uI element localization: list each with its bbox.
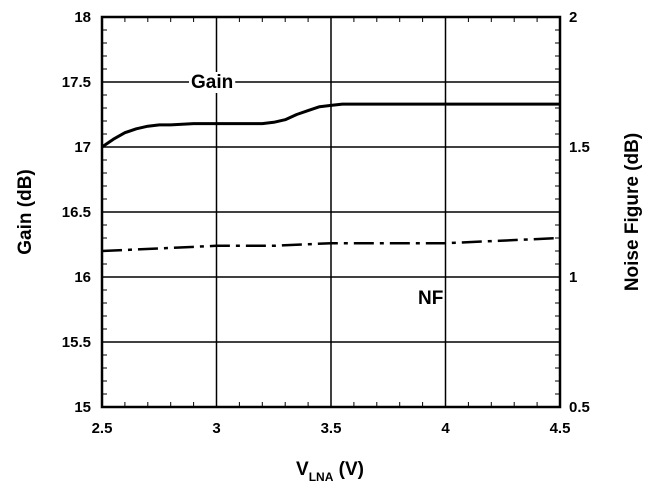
gain-label-background — [189, 72, 236, 93]
y-right-tick-label: 1.5 — [569, 139, 590, 156]
y-left-tick-label: 15 — [74, 399, 91, 416]
nf-series-label: NF — [418, 288, 443, 309]
x-tick-label: 4 — [441, 420, 450, 437]
nf-series-line — [101, 236, 561, 253]
y-right-tick-label: 1 — [569, 269, 577, 286]
y-right-tick-labels: 0.5 1 1.5 2 — [569, 9, 590, 416]
x-tick-labels: 2.5 3 3.5 4 4.5 — [92, 420, 571, 437]
x-axis-title-subscript: LNA — [309, 470, 334, 484]
x-tick-label: 3 — [212, 420, 220, 437]
x-axis-title: VLNA (V) — [296, 459, 364, 484]
tick-marks — [101, 16, 561, 408]
y-left-tick-labels: 15 15.5 16 16.5 17 17.5 18 — [62, 9, 91, 416]
y-right-tick-label: 2 — [569, 9, 577, 26]
x-tick-label: 3.5 — [321, 420, 342, 437]
grid-lines — [102, 17, 560, 407]
y-left-tick-label: 17.5 — [62, 74, 91, 91]
y-left-tick-label: 15.5 — [62, 334, 91, 351]
y-left-tick-label: 18 — [74, 9, 91, 26]
x-tick-label: 2.5 — [92, 420, 113, 437]
x-axis-title-main: V — [296, 459, 309, 480]
x-tick-label: 4.5 — [550, 420, 571, 437]
y-left-axis-title: Gain (dB) — [15, 169, 36, 255]
y-left-tick-label: 16.5 — [62, 204, 91, 221]
y-left-tick-label: 16 — [74, 269, 91, 286]
y-right-axis-title: Noise Figure (dB) — [622, 133, 643, 291]
series-lines — [101, 102, 561, 253]
gain-series-label: Gain — [191, 72, 233, 93]
x-axis-title-unit: (V) — [333, 459, 364, 480]
gain-series-line — [101, 102, 560, 149]
y-left-tick-label: 17 — [74, 139, 91, 156]
y-right-tick-label: 0.5 — [569, 399, 590, 416]
